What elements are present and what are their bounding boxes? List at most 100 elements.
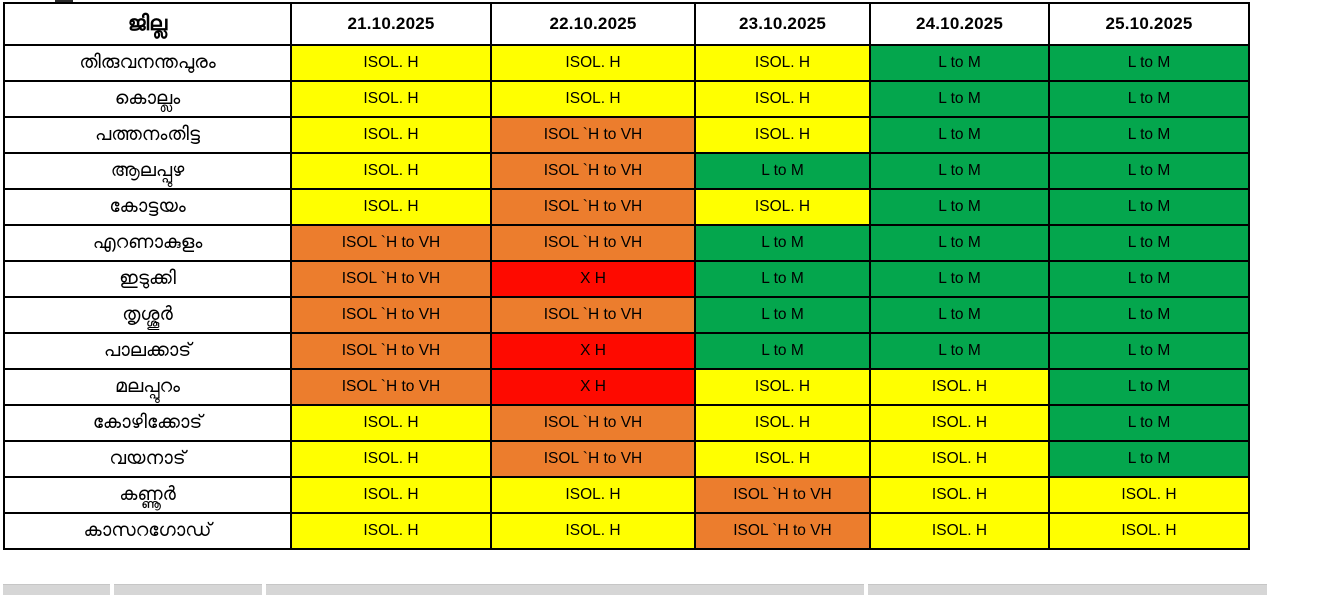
forecast-cell-isolated-heavy: ISOL. H (290, 80, 492, 118)
forecast-cell-isolated-heavy: ISOL. H (869, 440, 1050, 478)
forecast-cell-light-to-moderate: L to M (869, 296, 1050, 334)
district-name: തിരുവനന്തപുരം (3, 44, 292, 82)
district-name: കോട്ടയം (3, 188, 292, 226)
forecast-cell-isolated-heavy-to-very-heavy: ISOL `H to VH (694, 512, 871, 550)
forecast-cell-isolated-heavy: ISOL. H (694, 80, 871, 118)
district-name: ആലപ്പുഴ (3, 152, 292, 190)
forecast-cell-light-to-moderate: L to M (869, 152, 1050, 190)
forecast-cell-light-to-moderate: L to M (869, 80, 1050, 118)
forecast-cell-light-to-moderate: L to M (869, 332, 1050, 370)
forecast-cell-isolated-heavy-to-very-heavy: ISOL `H to VH (694, 476, 871, 514)
district-name: തൃശ്ശൂർ (3, 296, 292, 334)
bottom-strip-segment (3, 584, 110, 595)
district-name: കണ്ണൂർ (3, 476, 292, 514)
forecast-cell-isolated-heavy: ISOL. H (290, 116, 492, 154)
table-row: എറണാകുളം ISOL `H to VH ISOL `H to VH L to M… (3, 224, 1250, 262)
forecast-cell-isolated-heavy: ISOL. H (290, 512, 492, 550)
forecast-cell-isolated-heavy: ISOL. H (490, 512, 696, 550)
forecast-cell-isolated-heavy: ISOL. H (869, 368, 1050, 406)
forecast-cell-light-to-moderate: L to M (1048, 188, 1250, 226)
forecast-cell-extremely-heavy: X H (490, 332, 696, 370)
forecast-cell-isolated-heavy: ISOL. H (869, 512, 1050, 550)
forecast-table: ജില്ല 21.10.2025 22.10.2025 23.10.2025 2… (3, 2, 1250, 550)
forecast-cell-isolated-heavy: ISOL. H (694, 368, 871, 406)
forecast-cell-isolated-heavy-to-very-heavy: ISOL `H to VH (290, 368, 492, 406)
bottom-strip-segment (114, 584, 262, 595)
forecast-cell-isolated-heavy: ISOL. H (869, 404, 1050, 442)
forecast-cell-light-to-moderate: L to M (1048, 404, 1250, 442)
district-name: മലപ്പുറം (3, 368, 292, 406)
forecast-cell-isolated-heavy-to-very-heavy: ISOL `H to VH (290, 332, 492, 370)
date-column-header: 25.10.2025 (1048, 2, 1250, 46)
forecast-cell-isolated-heavy-to-very-heavy: ISOL `H to VH (490, 404, 696, 442)
forecast-cell-isolated-heavy: ISOL. H (290, 440, 492, 478)
forecast-cell-light-to-moderate: L to M (1048, 440, 1250, 478)
bottom-strip-segment (266, 584, 864, 595)
table-row: കണ്ണൂർ ISOL. H ISOL. H ISOL `H to VH ISOL. H… (3, 476, 1250, 514)
forecast-cell-isolated-heavy: ISOL. H (694, 404, 871, 442)
forecast-cell-isolated-heavy-to-very-heavy: ISOL `H to VH (490, 188, 696, 226)
district-name: കൊല്ലം (3, 80, 292, 118)
table-row: കോഴിക്കോട് ISOL. H ISOL `H to VH ISOL. H ISO… (3, 404, 1250, 442)
forecast-cell-isolated-heavy: ISOL. H (869, 476, 1050, 514)
forecast-cell-isolated-heavy: ISOL. H (290, 44, 492, 82)
header-row: ജില്ല 21.10.2025 22.10.2025 23.10.2025 2… (3, 2, 1250, 46)
district-name: ഇടുക്കി (3, 260, 292, 298)
forecast-cell-isolated-heavy-to-very-heavy: ISOL `H to VH (490, 224, 696, 262)
forecast-cell-isolated-heavy: ISOL. H (694, 440, 871, 478)
forecast-cell-light-to-moderate: L to M (869, 116, 1050, 154)
forecast-cell-light-to-moderate: L to M (694, 260, 871, 298)
district-name: കോഴിക്കോട് (3, 404, 292, 442)
forecast-cell-light-to-moderate: L to M (869, 224, 1050, 262)
forecast-cell-light-to-moderate: L to M (869, 260, 1050, 298)
forecast-cell-light-to-moderate: L to M (1048, 332, 1250, 370)
forecast-cell-light-to-moderate: L to M (1048, 44, 1250, 82)
district-name: വയനാട് (3, 440, 292, 478)
forecast-cell-isolated-heavy: ISOL. H (290, 404, 492, 442)
forecast-cell-light-to-moderate: L to M (1048, 152, 1250, 190)
forecast-cell-isolated-heavy-to-very-heavy: ISOL `H to VH (290, 260, 492, 298)
date-column-header: 22.10.2025 (490, 2, 696, 46)
district-name: പാലക്കാട് (3, 332, 292, 370)
forecast-cell-light-to-moderate: L to M (1048, 260, 1250, 298)
forecast-cell-light-to-moderate: L to M (1048, 80, 1250, 118)
forecast-cell-light-to-moderate: L to M (869, 188, 1050, 226)
date-column-header: 21.10.2025 (290, 2, 492, 46)
forecast-cell-light-to-moderate: L to M (1048, 368, 1250, 406)
forecast-cell-isolated-heavy: ISOL. H (694, 44, 871, 82)
forecast-cell-light-to-moderate: L to M (1048, 296, 1250, 334)
forecast-cell-isolated-heavy: ISOL. H (490, 80, 696, 118)
date-column-header: 23.10.2025 (694, 2, 871, 46)
forecast-cell-light-to-moderate: L to M (869, 44, 1050, 82)
forecast-cell-isolated-heavy: ISOL. H (290, 476, 492, 514)
forecast-cell-isolated-heavy-to-very-heavy: ISOL `H to VH (490, 116, 696, 154)
forecast-cell-isolated-heavy-to-very-heavy: ISOL `H to VH (490, 152, 696, 190)
forecast-cell-light-to-moderate: L to M (694, 152, 871, 190)
district-name: പത്തനംതിട്ട (3, 116, 292, 154)
forecast-table-body: ജില്ല 21.10.2025 22.10.2025 23.10.2025 2… (3, 2, 1250, 550)
forecast-cell-isolated-heavy: ISOL. H (694, 116, 871, 154)
forecast-cell-isolated-heavy: ISOL. H (1048, 512, 1250, 550)
forecast-cell-isolated-heavy: ISOL. H (290, 152, 492, 190)
forecast-cell-isolated-heavy-to-very-heavy: ISOL `H to VH (490, 440, 696, 478)
forecast-cell-isolated-heavy: ISOL. H (490, 44, 696, 82)
table-row: വയനാട് ISOL. H ISOL `H to VH ISOL. H ISOL. H… (3, 440, 1250, 478)
district-name: കാസറഗോഡ് (3, 512, 292, 550)
top-edge-artifact (55, 0, 73, 3)
forecast-cell-isolated-heavy: ISOL. H (490, 476, 696, 514)
forecast-cell-isolated-heavy-to-very-heavy: ISOL `H to VH (290, 224, 492, 262)
forecast-cell-isolated-heavy: ISOL. H (290, 188, 492, 226)
forecast-cell-light-to-moderate: L to M (694, 224, 871, 262)
date-column-header: 24.10.2025 (869, 2, 1050, 46)
forecast-cell-light-to-moderate: L to M (694, 332, 871, 370)
forecast-cell-isolated-heavy: ISOL. H (1048, 476, 1250, 514)
